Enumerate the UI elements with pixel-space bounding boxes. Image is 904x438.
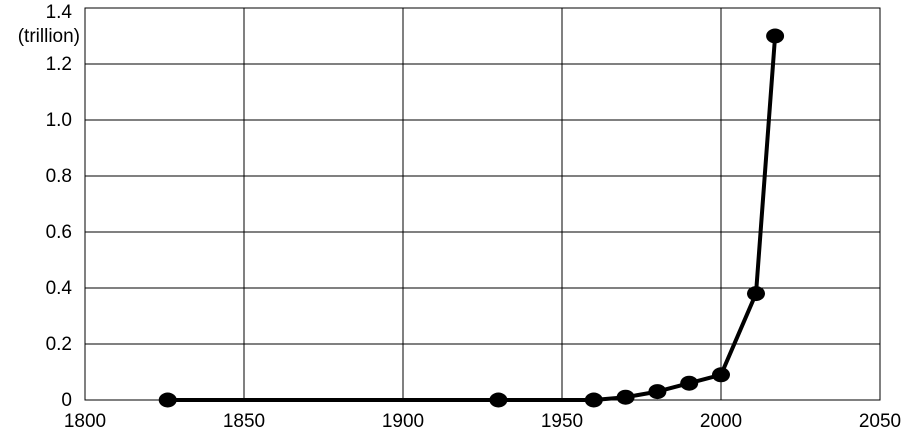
x-tick-label: 1950 [541, 411, 583, 432]
y-tick-label: 1.0 [46, 110, 72, 131]
y-tick-label: 1.4 [46, 2, 73, 23]
x-tick-label: 1850 [223, 411, 265, 432]
data-point [680, 375, 699, 391]
data-point [712, 367, 730, 383]
y-axis-tick-labels: 0 0.2 0.4 0.6 0.8 1.0 1.2 1.4 [46, 2, 73, 411]
y-tick-label: 0.6 [46, 222, 72, 243]
y-tick-label: 0.8 [46, 166, 72, 187]
data-point [648, 384, 667, 400]
data-point [584, 392, 603, 408]
y-tick-label: 1.2 [46, 54, 72, 75]
x-tick-label: 2000 [700, 411, 742, 432]
x-axis-tick-labels: 1800 1850 1900 1950 2000 2050 [64, 411, 901, 432]
x-tick-label: 1800 [64, 411, 106, 432]
series-line [165, 34, 778, 402]
data-point [489, 392, 508, 408]
y-axis-unit-label: (trillion) [18, 26, 80, 47]
data-point [766, 28, 785, 44]
data-point [747, 286, 765, 302]
data-point [616, 389, 635, 405]
data-point [158, 392, 177, 408]
y-tick-label: 0.2 [46, 334, 72, 355]
data-point-markers [158, 28, 785, 408]
x-tick-label: 1900 [382, 411, 424, 432]
x-tick-label: 2050 [859, 411, 901, 432]
y-tick-label: 0.4 [46, 278, 73, 299]
y-tick-label: 0 [61, 390, 72, 411]
